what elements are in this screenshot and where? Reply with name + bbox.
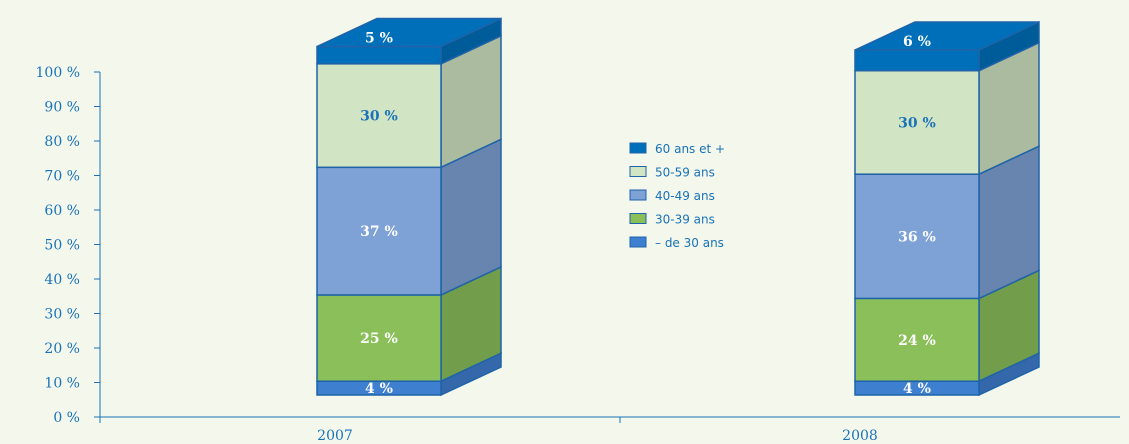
x-category-label: 2008	[842, 428, 878, 444]
y-tick-label: 90 %	[44, 100, 80, 116]
y-tick-label: 0 %	[53, 410, 80, 426]
y-tick-label: 60 %	[44, 203, 80, 219]
legend: 60 ans et + 50-59 ans 40-49 ans 30-39 ans – …	[629, 142, 725, 250]
data-label: 24 %	[898, 333, 936, 349]
legend-swatch	[629, 213, 647, 224]
data-label: 25 %	[360, 331, 398, 347]
y-tick-label: 70 %	[44, 169, 80, 185]
legend-label: 30-39 ans	[655, 213, 715, 227]
legend-item: 40-49 ans	[629, 189, 715, 203]
legend-swatch	[629, 189, 647, 201]
legend-swatch	[629, 166, 647, 177]
y-tick-label: 100 %	[36, 65, 80, 81]
bar-segment	[316, 166, 442, 296]
y-tick-label: 40 %	[44, 272, 80, 288]
y-tick-label: 30 %	[44, 307, 80, 323]
y-tick-label: 80 %	[44, 134, 80, 150]
bar-group-2008: 4 % 24 % 36 % 30 % 6 %	[854, 20, 1040, 397]
legend-swatch	[629, 236, 647, 248]
data-label: 37 %	[360, 224, 398, 240]
bar-segment	[854, 173, 980, 300]
y-tick-label: 20 %	[44, 341, 80, 357]
legend-item: 30-39 ans	[629, 213, 715, 227]
data-label: 4 %	[903, 381, 931, 397]
legend-label: – de 30 ans	[655, 236, 724, 250]
bar-segment	[316, 63, 442, 169]
legend-label: 50-59 ans	[655, 166, 715, 180]
bar-segment	[854, 297, 980, 382]
data-label: 6 %	[903, 34, 931, 50]
legend-label: 60 ans et +	[655, 142, 725, 156]
legend-item: – de 30 ans	[629, 236, 724, 250]
bar-top-face	[854, 21, 1040, 51]
bar-group-2007: 4 % 25 % 37 % 30 % 5 %	[316, 17, 502, 397]
legend-label: 40-49 ans	[655, 189, 715, 203]
data-label: 30 %	[360, 109, 398, 125]
legend-item: 60 ans et +	[629, 142, 725, 156]
legend-swatch	[629, 142, 647, 154]
bar-segment	[316, 45, 442, 65]
y-axis: 0 % 10 % 20 % 30 % 40 % 50 % 60 % 70 % 80 % 90 % 1…	[36, 65, 1120, 426]
x-category-label: 2007	[317, 428, 353, 444]
bar-segment	[854, 69, 980, 175]
data-label: 36 %	[898, 229, 936, 245]
data-label: 4 %	[365, 381, 393, 397]
y-tick-label: 50 %	[44, 238, 80, 254]
bars: 4 % 25 % 37 % 30 % 5 % 2007 4 % 24 % 36 % 30 % 6 %…	[316, 17, 1040, 444]
data-label: 5 %	[365, 31, 393, 47]
bar-top-face	[316, 17, 502, 48]
bar-segment	[854, 49, 980, 72]
legend-item: 50-59 ans	[629, 166, 715, 180]
data-label: 30 %	[898, 115, 936, 131]
y-tick-label: 10 %	[44, 376, 80, 392]
